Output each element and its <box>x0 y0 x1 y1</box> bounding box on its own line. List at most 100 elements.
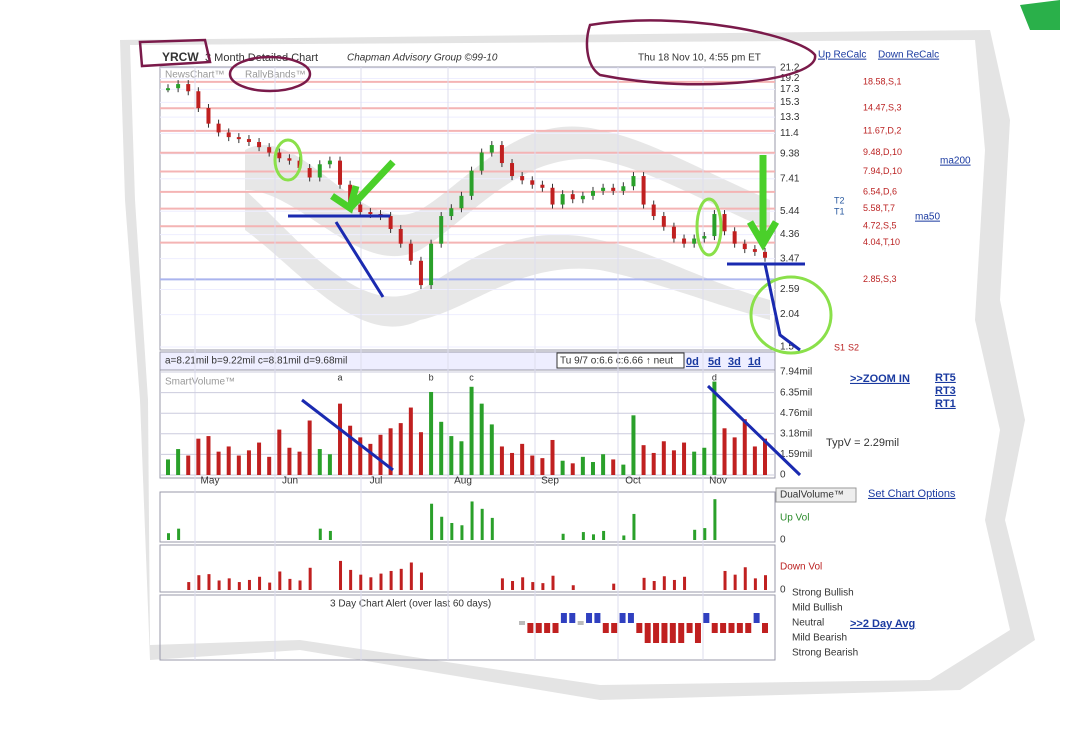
chart-options[interactable]: Set Chart Options <box>868 488 956 500</box>
zoom-in[interactable]: >>ZOOM IN <box>850 373 910 385</box>
volume-bar <box>601 454 606 475</box>
alert-bar <box>627 613 634 623</box>
down-vol-bar <box>511 581 515 590</box>
up-vol-bar <box>713 499 717 540</box>
period[interactable]: 1d <box>748 356 761 368</box>
rt-link[interactable]: RT1 <box>935 398 956 410</box>
candle <box>752 249 757 252</box>
alert-bar <box>686 623 693 633</box>
up-recalc[interactable]: Up ReCalc <box>818 50 866 61</box>
up-vol-bar <box>561 533 565 540</box>
volume-bar <box>348 425 353 475</box>
alert-bar <box>653 623 660 643</box>
volume-bar <box>712 381 717 475</box>
down-vol-bar <box>753 578 757 590</box>
y-tick-label: 5.44 <box>780 206 800 217</box>
up-vol-bar <box>328 530 332 540</box>
rt-link[interactable]: RT5 <box>935 372 956 384</box>
volume-bar <box>287 447 292 475</box>
level-label: 9.48,D,10 <box>863 147 902 157</box>
two-day-avg[interactable]: >>2 Day Avg <box>850 618 915 630</box>
alert-bar <box>661 623 668 643</box>
candle <box>338 160 343 185</box>
typical-volume: TypV = 2.29mil <box>826 437 899 449</box>
marker: T2 <box>834 195 845 205</box>
alert-level: Strong Bullish <box>792 588 854 599</box>
month-label: Oct <box>625 476 641 487</box>
down-vol-bar <box>369 577 373 590</box>
alert-bar <box>720 623 727 633</box>
up-vol-bar <box>450 522 454 540</box>
down-vol-bar <box>389 570 393 590</box>
volume-bar <box>378 434 383 475</box>
y-tick-label: 4.76mil <box>780 408 812 419</box>
volume-bar <box>267 456 272 475</box>
period[interactable]: 0d <box>686 356 699 368</box>
up-vol-bar <box>591 534 595 540</box>
up-vol-bar <box>318 528 322 540</box>
y-tick-label: 9.38 <box>780 149 800 160</box>
rt-link[interactable]: RT3 <box>935 385 956 397</box>
volume-bar <box>236 455 241 475</box>
rallybands-circle <box>228 55 312 93</box>
volume-bar <box>469 386 474 475</box>
rally-band <box>245 126 770 257</box>
up-vol-bar <box>703 528 707 540</box>
marker: T1 <box>834 206 845 216</box>
down-vol-bar <box>500 578 504 590</box>
month-label: Aug <box>454 476 472 487</box>
up-vol-bar <box>177 528 181 540</box>
alert-title: 3 Day Chart Alert (over last 60 days) <box>330 599 491 610</box>
candle <box>287 158 292 161</box>
down-vol-bar <box>298 580 302 590</box>
candle <box>550 187 555 205</box>
down-vol-bar <box>723 570 727 590</box>
alert-bar <box>703 613 710 623</box>
down-vol-bar <box>764 575 767 590</box>
alert-bar <box>753 613 760 623</box>
down-recalc[interactable]: Down ReCalc <box>878 50 939 61</box>
candle <box>489 145 494 153</box>
peak-label: a <box>338 372 343 382</box>
volume-bar <box>246 450 251 475</box>
y-tick-label: 2.59 <box>780 284 800 295</box>
volume-bar <box>489 424 494 475</box>
volume-bar <box>510 452 515 475</box>
period[interactable]: 5d <box>708 356 721 368</box>
level-label: 7.94,D,10 <box>863 166 902 176</box>
down-vol-bar <box>612 583 616 590</box>
green-arrow <box>746 155 780 251</box>
period[interactable]: 3d <box>728 356 741 368</box>
candle <box>742 243 747 250</box>
down-vol-bar <box>187 582 191 590</box>
down-vol-bar <box>288 578 292 590</box>
level-label: 4.72,S,5 <box>863 221 897 231</box>
up-vol-bar <box>460 525 464 540</box>
candle <box>560 194 565 205</box>
volume-bar <box>196 438 201 475</box>
candle <box>580 195 585 200</box>
down-vol-bar <box>349 569 353 590</box>
volume-bar <box>317 449 322 475</box>
volume-bar <box>580 456 585 475</box>
candle <box>661 216 666 227</box>
candle <box>692 238 697 244</box>
alert-bar <box>560 613 567 623</box>
green-arrow <box>330 159 396 214</box>
volume-bar <box>641 445 646 475</box>
level-label: 2.85,S,3 <box>863 274 897 284</box>
provider: Chapman Advisory Group ©99-10 <box>347 53 498 64</box>
volume-bar <box>763 438 767 475</box>
down-vol-bar <box>521 577 525 590</box>
candle <box>510 163 515 177</box>
quote: Tu 9/7 o:6.6 c:6.66 ↑ neut <box>560 356 673 367</box>
candle <box>520 176 525 181</box>
down-vol-bar <box>571 585 575 590</box>
down-vol-bar <box>278 571 282 590</box>
level-label: 6.54,D,6 <box>863 186 897 196</box>
volume-bar <box>702 447 707 475</box>
candle <box>408 243 413 261</box>
timestamp: Thu 18 Nov 10, 4:55 pm ET <box>638 53 761 64</box>
volume-bar <box>682 442 687 475</box>
candle <box>388 216 393 229</box>
